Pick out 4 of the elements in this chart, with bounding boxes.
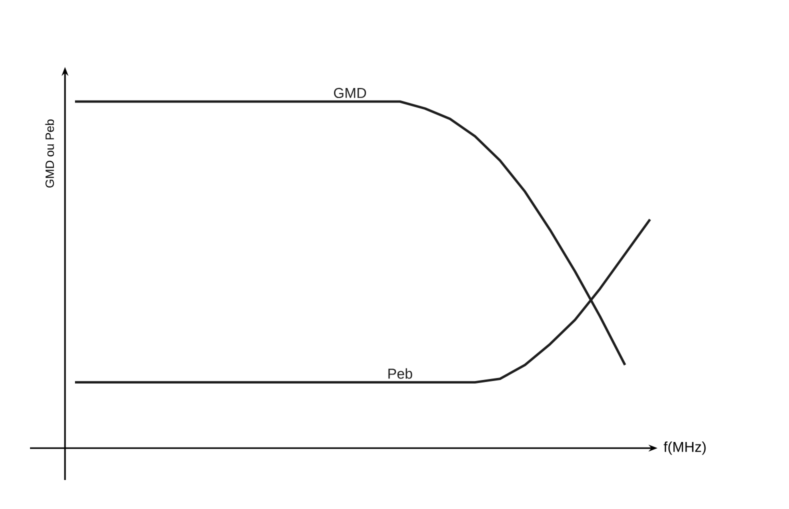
x-axis-title: f(MHz) <box>664 441 706 455</box>
series-label: GMD <box>334 88 366 98</box>
y-axis-title: GMD ou Peb <box>45 120 54 188</box>
series-label: Peb <box>388 368 412 379</box>
